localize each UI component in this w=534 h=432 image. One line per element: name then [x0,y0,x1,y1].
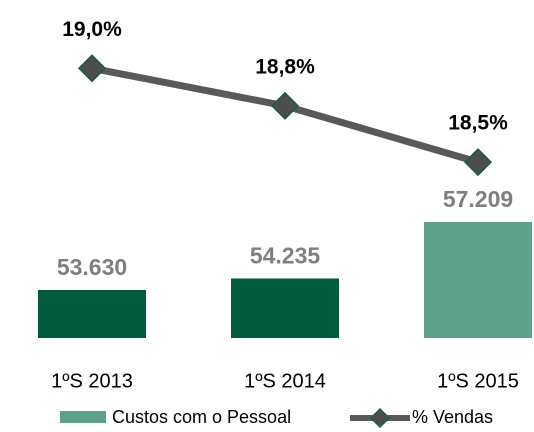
legend-label: Custos com o Pessoal [112,407,291,427]
bar-label: 54.235 [250,243,321,269]
bar [38,289,146,338]
x-tick-label: 1ºS 2014 [244,370,326,392]
line-label: 19,0% [62,18,122,41]
x-tick-label: 1ºS 2015 [437,370,519,392]
line-label: 18,5% [448,112,508,135]
marker [463,148,493,177]
x-tick-label: 1ºS 2013 [51,370,133,392]
marker [77,54,107,83]
marker [270,91,300,120]
bar-label: 53.630 [57,254,127,280]
legend-swatch [60,411,106,423]
bar [424,222,532,338]
legend-marker [369,407,391,429]
bar [231,278,339,338]
legend-label: % Vendas [412,407,493,427]
line-label: 18,8% [255,55,315,78]
bar-label: 57.209 [443,186,513,212]
